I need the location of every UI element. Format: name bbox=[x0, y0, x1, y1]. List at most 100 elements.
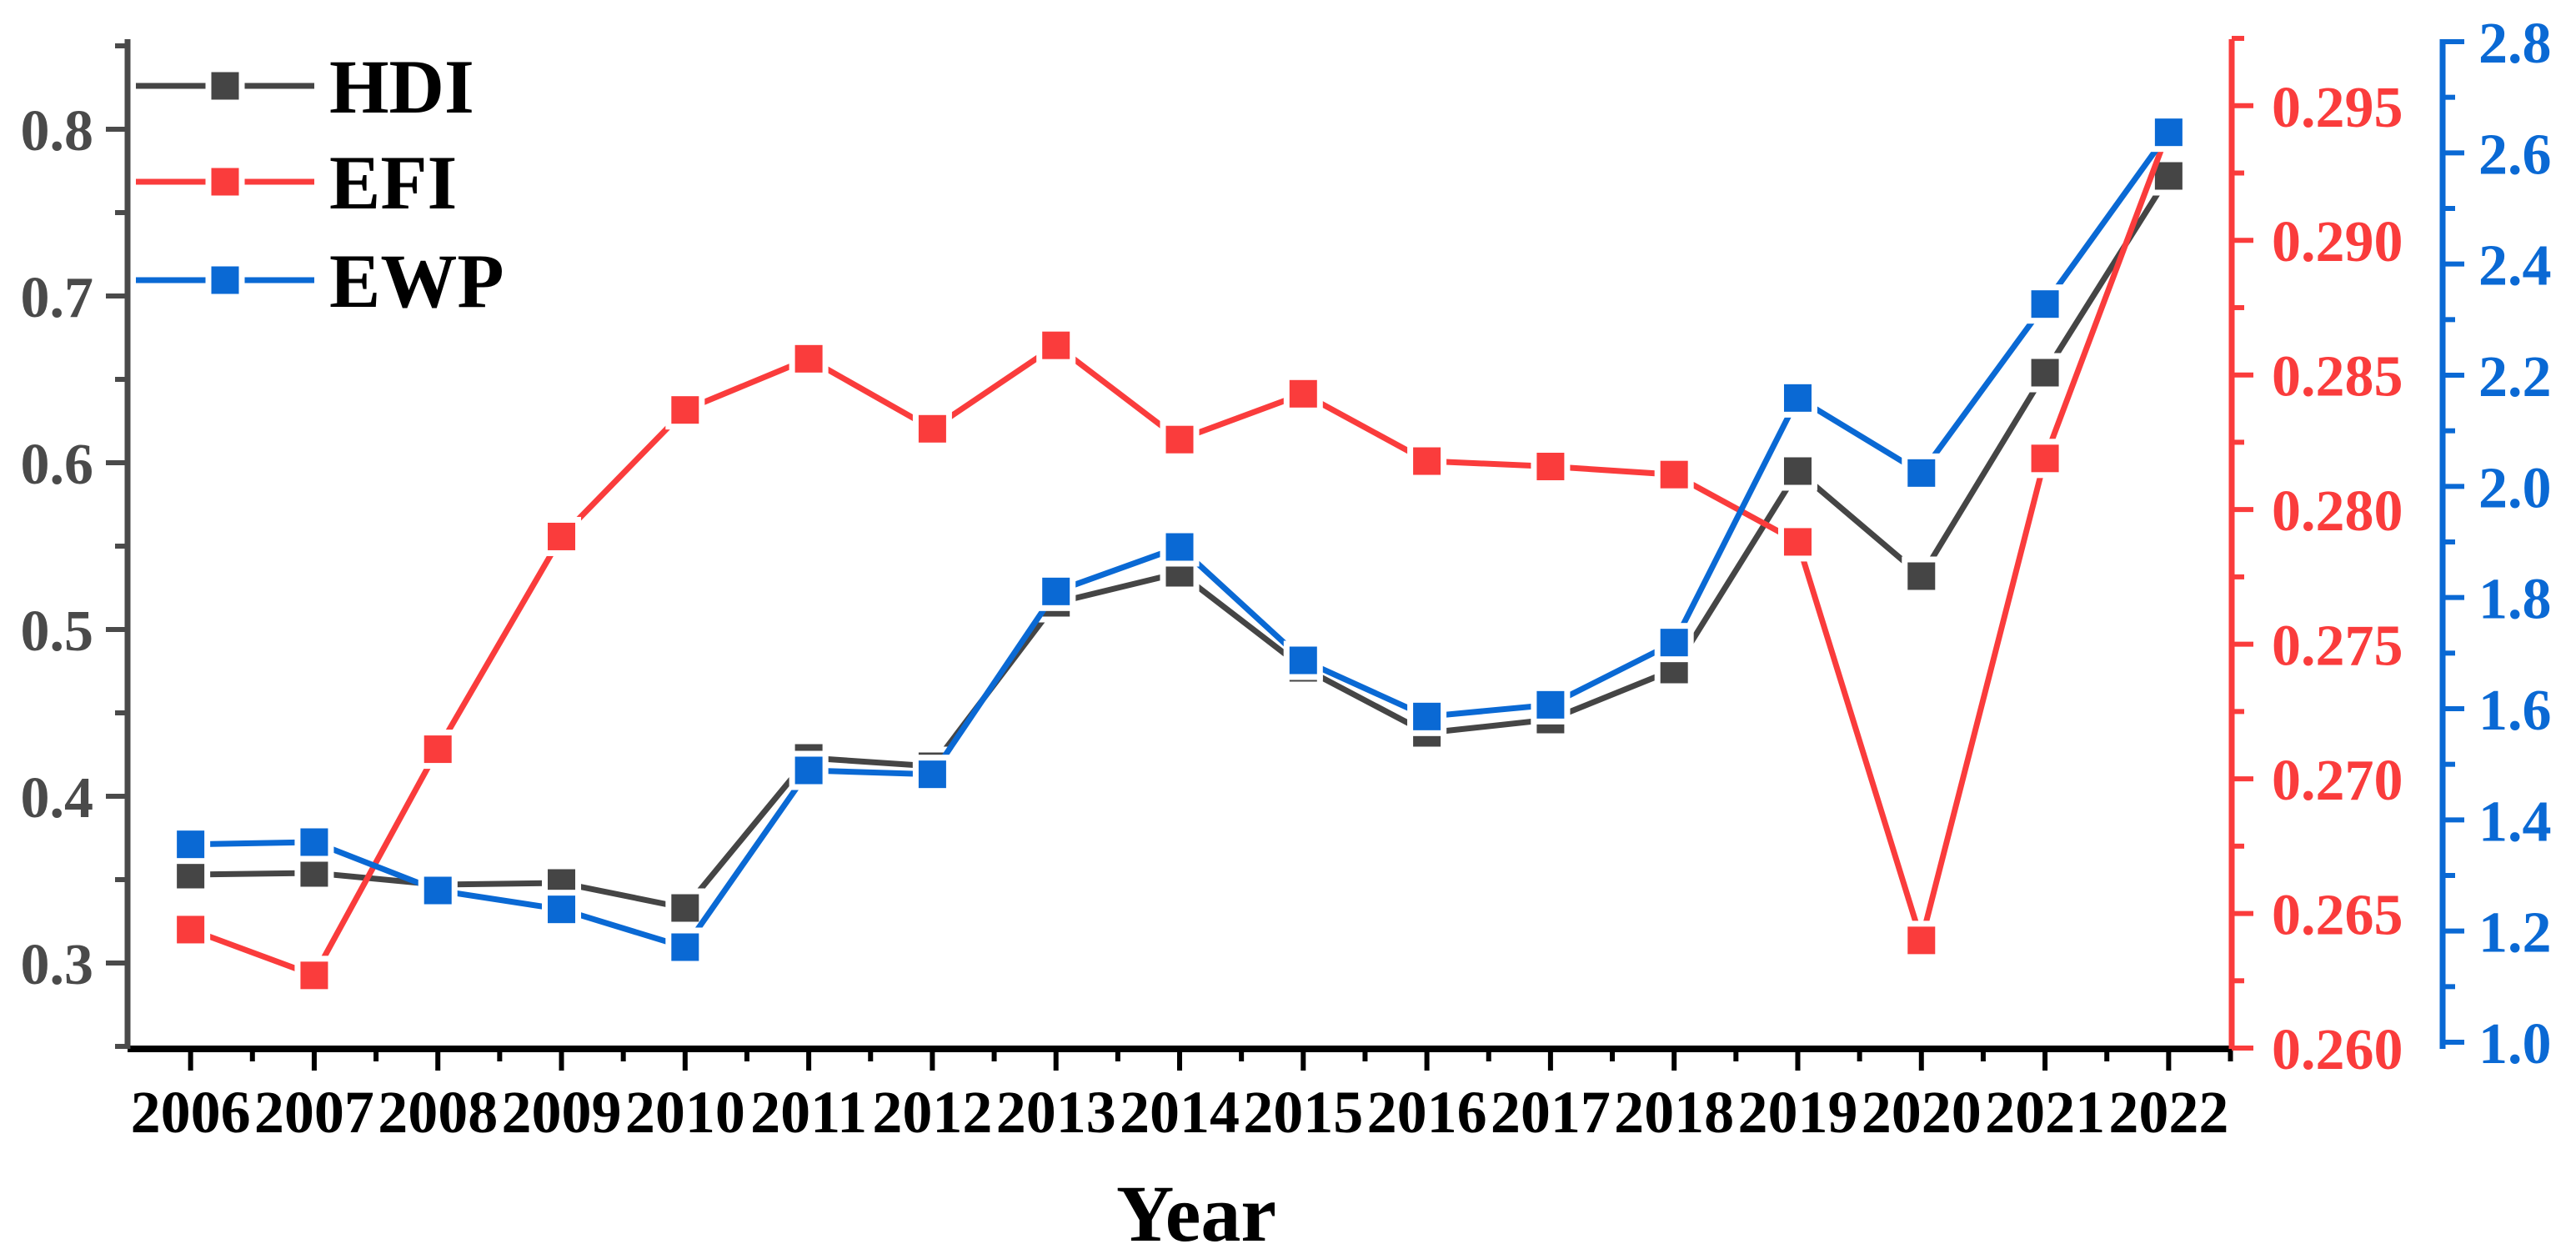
x-tick-label-2013: 2013 bbox=[996, 1079, 1116, 1146]
point-hdi-2007[interactable] bbox=[300, 859, 328, 887]
x-tick-label-2016: 2016 bbox=[1367, 1079, 1487, 1146]
efi-axis-tick-label: 0.265 bbox=[2272, 884, 2403, 948]
ewp-axis-tick-label: 2.4 bbox=[2478, 234, 2552, 298]
ewp-axis-tick-label: 2.6 bbox=[2478, 123, 2552, 187]
x-tick-label-2008: 2008 bbox=[378, 1079, 498, 1146]
x-tick-label-2019: 2019 bbox=[1737, 1079, 1857, 1146]
x-tick-label-2022: 2022 bbox=[2108, 1079, 2228, 1146]
point-efi-2014[interactable] bbox=[1165, 425, 1194, 454]
point-efi-2018[interactable] bbox=[1660, 460, 1688, 489]
point-efi-2011[interactable] bbox=[794, 344, 823, 373]
x-tick-label-2021: 2021 bbox=[1985, 1079, 2105, 1146]
point-hdi-2021[interactable] bbox=[2031, 359, 2059, 387]
point-efi-2006[interactable] bbox=[177, 915, 205, 944]
point-efi-2015[interactable] bbox=[1289, 379, 1317, 408]
efi-axis-tick-label: 0.270 bbox=[2272, 749, 2403, 813]
legend-marker-efi bbox=[211, 168, 239, 196]
efi-axis-tick-label: 0.295 bbox=[2272, 76, 2403, 140]
point-efi-2017[interactable] bbox=[1536, 452, 1565, 480]
ewp-axis-tick-label: 1.8 bbox=[2478, 568, 2552, 632]
point-ewp-2014[interactable] bbox=[1165, 533, 1194, 561]
ewp-axis: 1.0 1.2 1.4 1.6 1.8 2.0 2.2 2.4 2.6 2.8 bbox=[2439, 12, 2552, 1076]
ewp-axis-tick-label: 1.0 bbox=[2478, 1012, 2552, 1076]
point-efi-2007[interactable] bbox=[300, 961, 328, 990]
point-efi-2010[interactable] bbox=[671, 396, 699, 424]
legend-item-hdi[interactable]: HDI bbox=[136, 44, 474, 129]
point-ewp-2008[interactable] bbox=[423, 876, 452, 905]
x-tick-label-2010: 2010 bbox=[625, 1079, 745, 1146]
efi-axis-tick-label: 0.275 bbox=[2272, 614, 2403, 679]
x-tick-label-2006: 2006 bbox=[131, 1079, 251, 1146]
efi-axis-tick-label: 0.280 bbox=[2272, 479, 2403, 544]
point-hdi-2020[interactable] bbox=[1907, 562, 1936, 590]
point-ewp-2019[interactable] bbox=[1783, 384, 1812, 412]
series-ewp bbox=[171, 113, 2188, 967]
point-ewp-2011[interactable] bbox=[794, 756, 823, 785]
x-tick-label-2015: 2015 bbox=[1243, 1079, 1363, 1146]
x-tick-label-2017: 2017 bbox=[1491, 1079, 1611, 1146]
ewp-axis-tick-label: 2.2 bbox=[2478, 345, 2552, 409]
legend-label-hdi: HDI bbox=[329, 44, 474, 129]
point-ewp-2021[interactable] bbox=[2031, 290, 2059, 319]
left-axis-tick-label: 0.8 bbox=[21, 99, 94, 163]
x-tick-label-2009: 2009 bbox=[502, 1079, 622, 1146]
x-axis-title: Year bbox=[1116, 1169, 1276, 1258]
legend-label-efi: EFI bbox=[329, 140, 457, 225]
point-ewp-2007[interactable] bbox=[300, 828, 328, 856]
point-efi-2009[interactable] bbox=[548, 522, 576, 550]
point-hdi-2010[interactable] bbox=[671, 894, 699, 922]
series-efi bbox=[171, 110, 2188, 996]
x-tick-label-2014: 2014 bbox=[1120, 1079, 1240, 1146]
point-ewp-2020[interactable] bbox=[1907, 459, 1936, 487]
point-ewp-2012[interactable] bbox=[918, 760, 946, 789]
point-ewp-2009[interactable] bbox=[548, 895, 576, 924]
left-axis-tick-label: 0.6 bbox=[21, 433, 94, 497]
left-axis-tick-label: 0.7 bbox=[21, 266, 94, 330]
point-efi-2013[interactable] bbox=[1042, 331, 1070, 359]
ewp-axis-tick-label: 1.2 bbox=[2478, 901, 2552, 966]
legend-marker-ewp bbox=[211, 266, 239, 294]
legend-marker-hdi bbox=[211, 72, 239, 100]
x-tick-label-2020: 2020 bbox=[1862, 1079, 1982, 1146]
efi-axis: 0.260 0.265 0.270 0.275 0.280 0.285 0.290 0.295 bbox=[2228, 36, 2403, 1082]
point-ewp-2015[interactable] bbox=[1289, 646, 1317, 675]
legend-item-ewp[interactable]: EWP bbox=[136, 238, 504, 324]
point-efi-2008[interactable] bbox=[423, 735, 452, 764]
point-ewp-2018[interactable] bbox=[1660, 629, 1688, 657]
point-hdi-2022[interactable] bbox=[2154, 162, 2183, 190]
point-efi-2019[interactable] bbox=[1783, 528, 1812, 556]
point-ewp-2006[interactable] bbox=[177, 830, 205, 859]
point-ewp-2010[interactable] bbox=[671, 933, 699, 961]
point-ewp-2022[interactable] bbox=[2154, 118, 2183, 147]
point-hdi-2006[interactable] bbox=[177, 860, 205, 889]
point-ewp-2017[interactable] bbox=[1536, 690, 1565, 719]
legend: HDI EFI EWP bbox=[136, 44, 504, 324]
ewp-axis-tick-label: 1.6 bbox=[2478, 679, 2552, 743]
point-efi-2020[interactable] bbox=[1907, 926, 1936, 955]
left-axis-tick-label: 0.4 bbox=[21, 766, 94, 830]
efi-axis-tick-label: 0.290 bbox=[2272, 210, 2403, 274]
ewp-axis-tick-label: 2.8 bbox=[2478, 12, 2552, 76]
left-axis-tick-label: 0.3 bbox=[21, 933, 94, 997]
x-tick-label-2011: 2011 bbox=[750, 1079, 867, 1146]
legend-label-ewp: EWP bbox=[329, 238, 504, 324]
legend-item-efi[interactable]: EFI bbox=[136, 140, 457, 225]
ewp-axis-tick-label: 2.0 bbox=[2478, 456, 2552, 520]
point-efi-2021[interactable] bbox=[2031, 444, 2059, 473]
point-efi-2012[interactable] bbox=[918, 414, 946, 443]
efi-axis-tick-label: 0.285 bbox=[2272, 345, 2403, 409]
point-ewp-2013[interactable] bbox=[1042, 577, 1070, 605]
point-hdi-2019[interactable] bbox=[1783, 457, 1812, 485]
x-tick-label-2012: 2012 bbox=[872, 1079, 992, 1146]
x-tick-label-2018: 2018 bbox=[1614, 1079, 1734, 1146]
left-axis: 0.3 0.4 0.5 0.6 0.7 0.8 bbox=[21, 39, 131, 1049]
point-ewp-2016[interactable] bbox=[1413, 702, 1441, 730]
efi-axis-tick-label: 0.260 bbox=[2272, 1018, 2403, 1082]
x-axis: 2006 2007 2008 2009 2010 2011 2012 2013 2014 2015… bbox=[128, 1046, 2233, 1146]
left-axis-tick-label: 0.5 bbox=[21, 599, 94, 664]
ewp-axis-tick-label: 1.4 bbox=[2478, 790, 2552, 854]
point-efi-2016[interactable] bbox=[1413, 447, 1441, 475]
x-tick-label-2007: 2007 bbox=[254, 1079, 374, 1146]
